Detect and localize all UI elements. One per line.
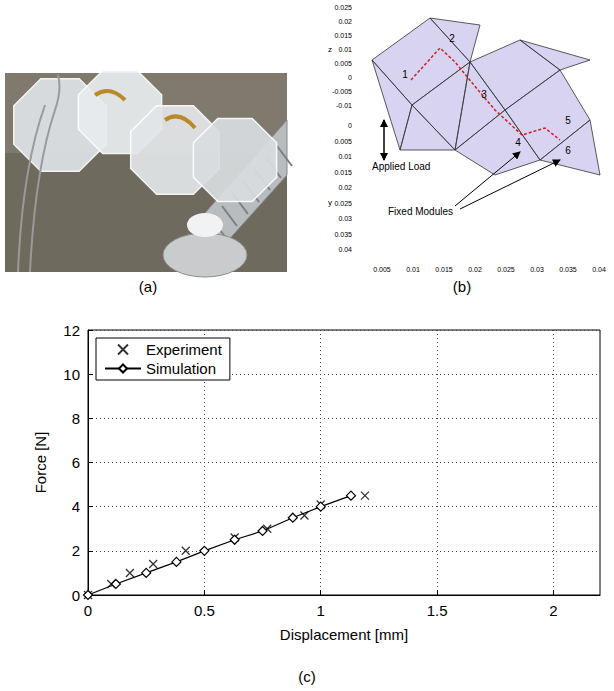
- svg-text:Experiment: Experiment: [146, 341, 223, 358]
- html-text:(a): (a): [138, 278, 158, 295]
- svg-text:0.03: 0.03: [338, 215, 352, 222]
- svg-text:1: 1: [402, 69, 408, 80]
- svg-text:0.01: 0.01: [338, 153, 352, 160]
- svg-text:-0.01: -0.01: [336, 102, 352, 109]
- svg-text:0.005: 0.005: [373, 266, 391, 273]
- svg-text:0.015: 0.015: [334, 169, 352, 176]
- svg-text:0.01: 0.01: [406, 266, 420, 273]
- svg-text:0.03: 0.03: [530, 266, 544, 273]
- svg-text:0.01: 0.01: [338, 46, 352, 53]
- svg-text:Simulation: Simulation: [146, 360, 216, 377]
- svg-text:2: 2: [72, 542, 80, 559]
- svg-text:Applied Load: Applied Load: [372, 161, 430, 172]
- svg-text:0.5: 0.5: [194, 602, 215, 619]
- svg-text:2: 2: [449, 33, 455, 44]
- svg-text:0.025: 0.025: [334, 200, 352, 207]
- svg-text:1: 1: [317, 602, 325, 619]
- svg-text:0: 0: [348, 122, 352, 129]
- svg-text:z: z: [328, 45, 332, 54]
- svg-text:0: 0: [348, 74, 352, 81]
- svg-text:-0.005: -0.005: [332, 88, 352, 95]
- svg-text:6: 6: [565, 145, 571, 156]
- svg-text:0.035: 0.035: [559, 266, 577, 273]
- svg-text:0.025: 0.025: [497, 266, 515, 273]
- svg-text:2: 2: [549, 602, 557, 619]
- svg-text:0.035: 0.035: [334, 231, 352, 238]
- svg-text:1.5: 1.5: [427, 602, 448, 619]
- svg-text:0.005: 0.005: [334, 138, 352, 145]
- svg-text:0.04: 0.04: [338, 246, 352, 253]
- svg-text:0.02: 0.02: [468, 266, 482, 273]
- svg-text:5: 5: [565, 115, 571, 126]
- svg-text:Force [N]: Force [N]: [32, 432, 49, 494]
- svg-text:4: 4: [72, 498, 80, 515]
- html-text:(c): (c): [298, 668, 316, 685]
- svg-text:10: 10: [63, 366, 80, 383]
- svg-text:0.005: 0.005: [334, 60, 352, 67]
- svg-text:0: 0: [72, 587, 80, 604]
- svg-text:0.04: 0.04: [592, 266, 606, 273]
- svg-text:3: 3: [481, 89, 487, 100]
- svg-text:0.015: 0.015: [334, 32, 352, 39]
- html-text:(b): (b): [452, 278, 472, 295]
- svg-text:12: 12: [63, 322, 80, 339]
- svg-text:6: 6: [72, 454, 80, 471]
- svg-text:Displacement [mm]: Displacement [mm]: [280, 626, 408, 643]
- svg-text:4: 4: [515, 137, 521, 148]
- svg-text:0.02: 0.02: [338, 184, 352, 191]
- svg-text:0.02: 0.02: [338, 18, 352, 25]
- svg-text:y: y: [328, 198, 332, 207]
- svg-text:0: 0: [84, 602, 92, 619]
- svg-text:Fixed Modules: Fixed Modules: [388, 206, 453, 217]
- svg-text:8: 8: [72, 410, 80, 427]
- svg-text:0.025: 0.025: [334, 4, 352, 11]
- svg-text:0.015: 0.015: [435, 266, 453, 273]
